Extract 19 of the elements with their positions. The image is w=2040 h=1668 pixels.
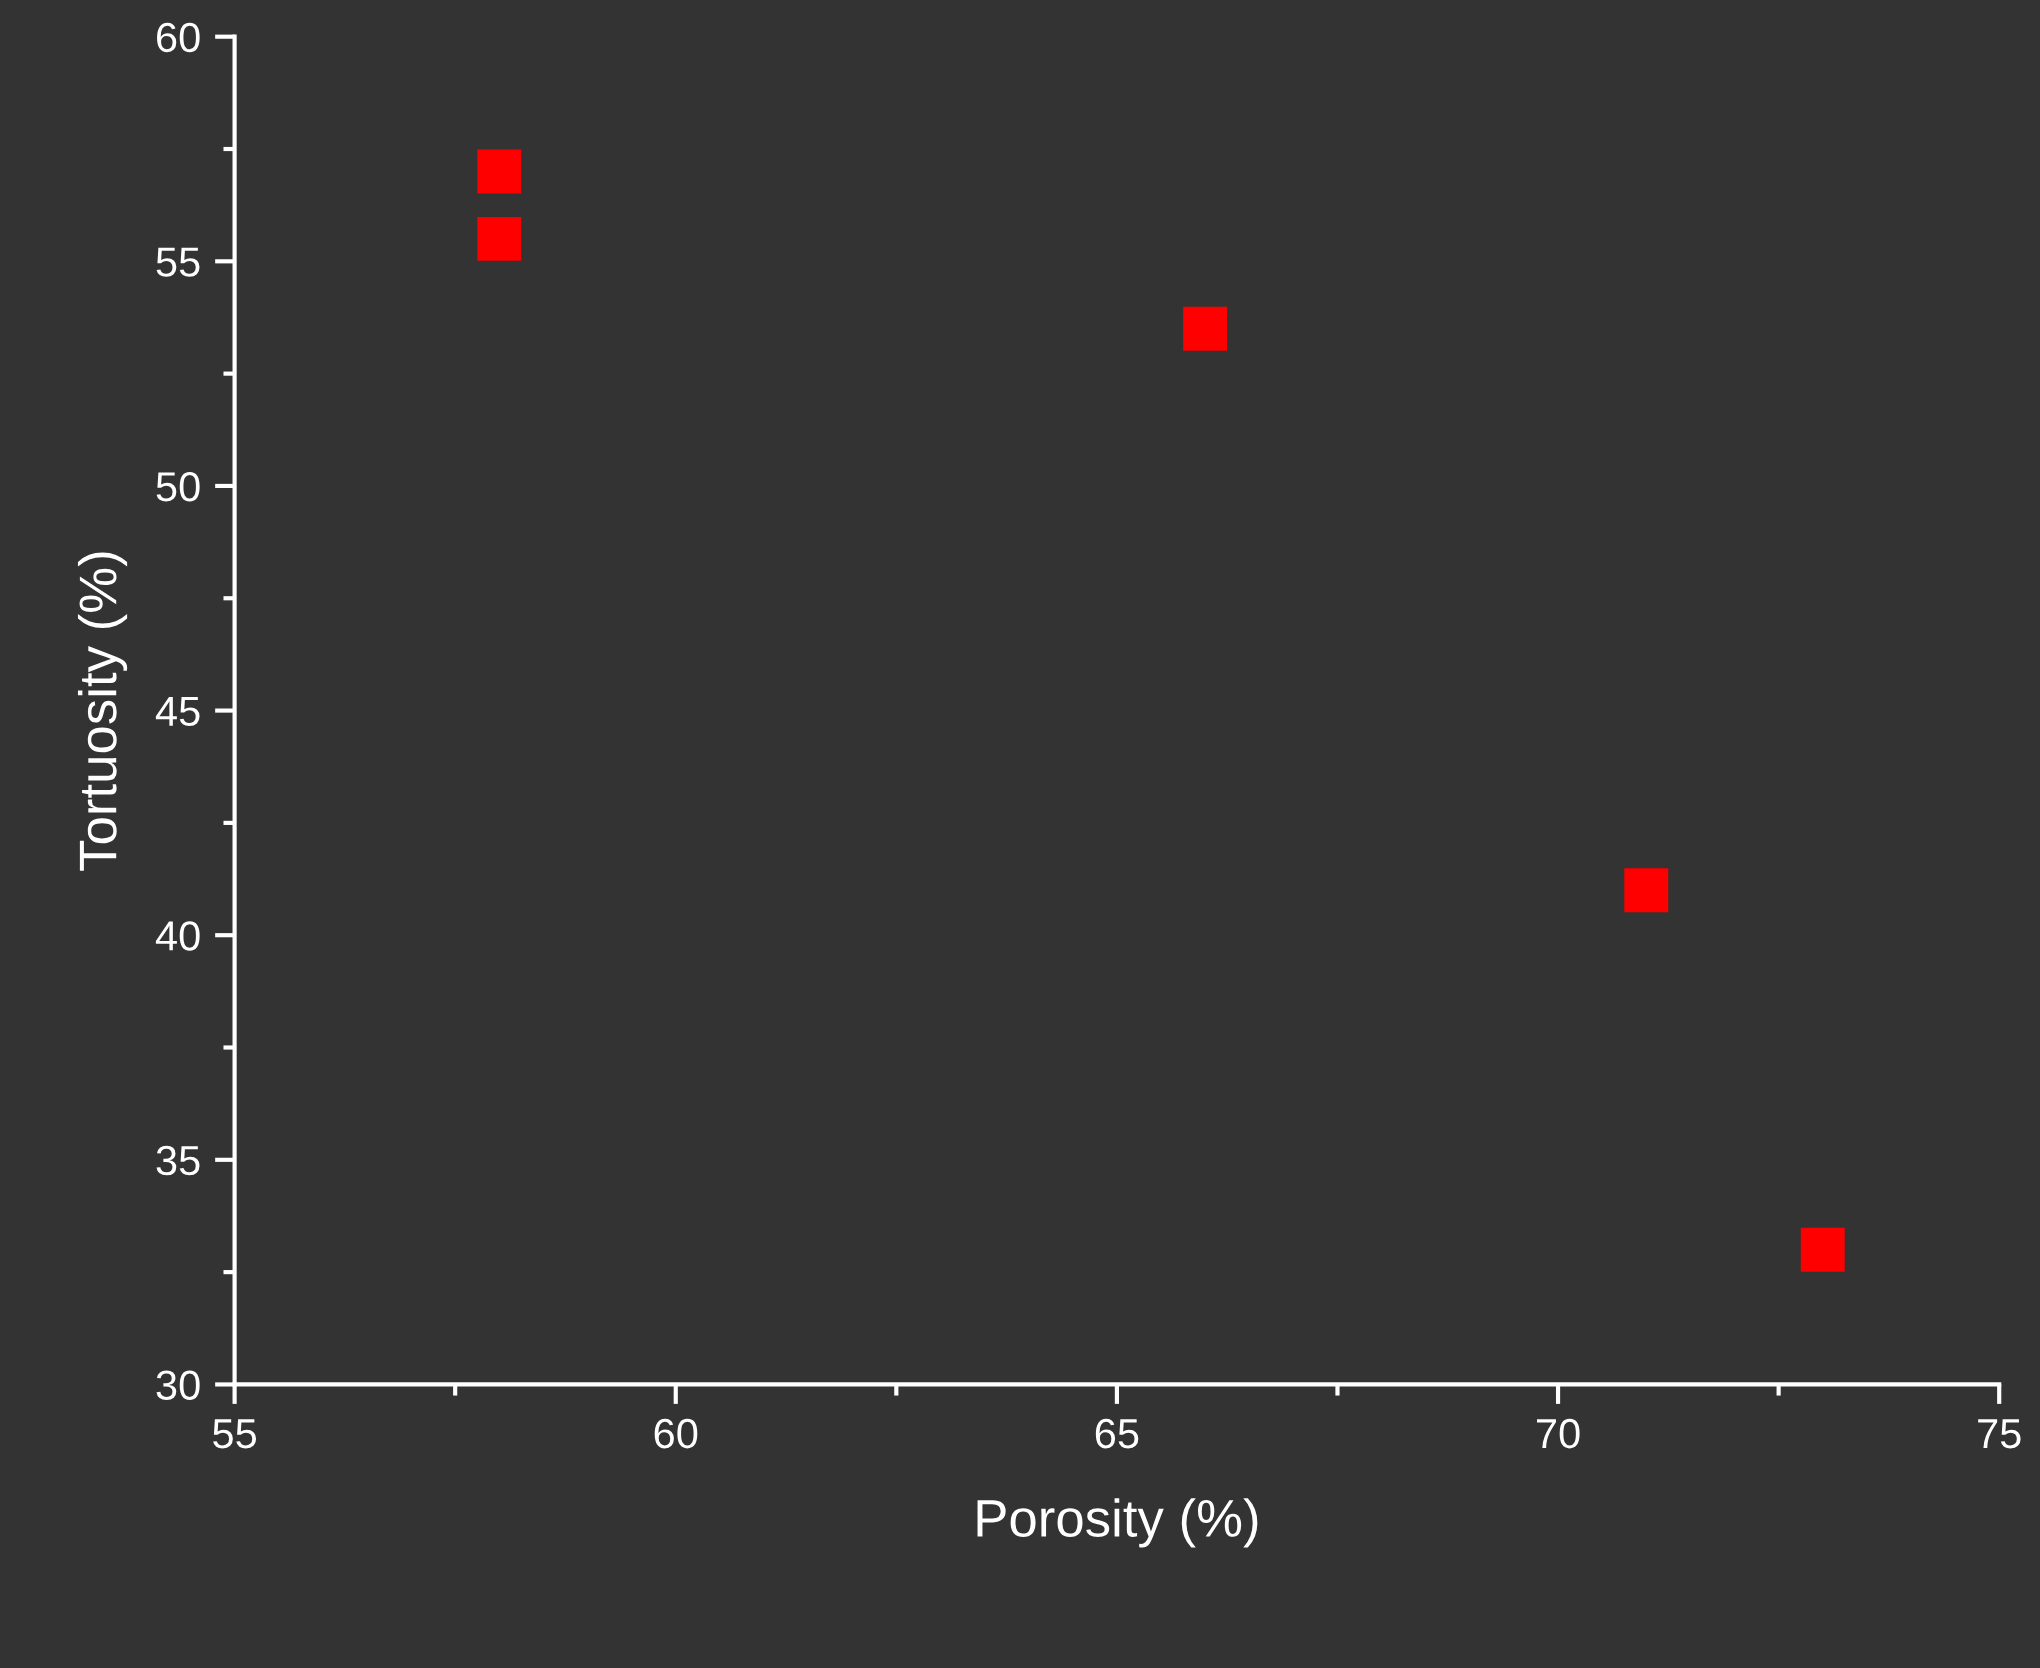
- point: [1800, 1227, 1845, 1272]
- y-tick-label: 55: [156, 247, 200, 277]
- x-axis-title: Porosity (%): [977, 1498, 1258, 1548]
- point: [1183, 306, 1228, 351]
- y-tick-label: 60: [157, 22, 200, 53]
- y-tick-label: 40: [155, 921, 200, 951]
- point: [1624, 868, 1669, 913]
- point: [477, 216, 522, 261]
- x-tick-label: 55: [213, 1419, 257, 1449]
- y-tick-label: 45: [155, 697, 200, 727]
- x-tick-label: 65: [1095, 1418, 1139, 1449]
- x-tick-label: 75: [1978, 1419, 2021, 1449]
- y-tick-label: 30: [156, 1370, 200, 1400]
- x-tick-label: 70: [1537, 1418, 1580, 1449]
- y-axis-title: Tortuosity (%): [77, 552, 128, 871]
- x-tick-label: 60: [654, 1418, 698, 1449]
- point: [477, 149, 522, 194]
- y-tick-label: 35: [156, 1145, 200, 1176]
- y-tick-label: 50: [156, 471, 200, 502]
